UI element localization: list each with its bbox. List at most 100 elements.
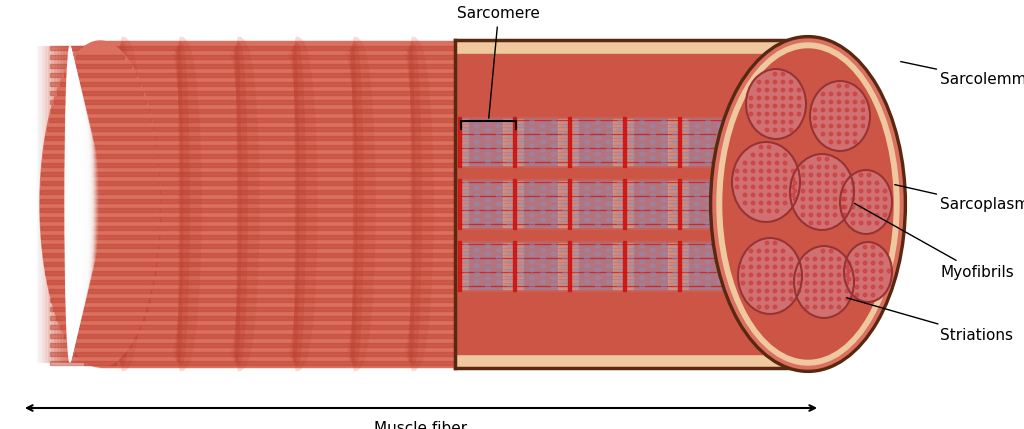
Ellipse shape — [474, 202, 479, 206]
Ellipse shape — [842, 181, 845, 185]
Bar — [45, 271, 155, 275]
Point — [452, 245, 464, 250]
Ellipse shape — [606, 132, 611, 136]
Ellipse shape — [867, 189, 870, 193]
Ellipse shape — [727, 260, 732, 264]
Bar — [99, 46, 101, 362]
Bar — [50, 271, 455, 275]
Bar — [84, 361, 116, 365]
Ellipse shape — [75, 88, 85, 320]
Point — [802, 152, 814, 157]
Bar — [47, 127, 153, 131]
Ellipse shape — [573, 260, 579, 264]
Ellipse shape — [662, 276, 667, 280]
Ellipse shape — [508, 198, 512, 202]
Bar — [71, 46, 72, 362]
Ellipse shape — [851, 221, 855, 225]
Ellipse shape — [738, 218, 743, 222]
Ellipse shape — [783, 169, 786, 173]
Ellipse shape — [765, 80, 769, 84]
Ellipse shape — [790, 297, 793, 301]
Ellipse shape — [508, 160, 512, 164]
Ellipse shape — [552, 268, 556, 272]
Ellipse shape — [829, 305, 833, 309]
Bar — [623, 117, 626, 167]
Bar — [613, 119, 623, 165]
Bar — [39, 46, 40, 362]
Ellipse shape — [761, 272, 766, 276]
Bar — [688, 119, 723, 165]
Ellipse shape — [761, 256, 766, 260]
Bar — [41, 181, 160, 185]
Ellipse shape — [706, 160, 711, 164]
Ellipse shape — [529, 244, 535, 248]
Ellipse shape — [735, 169, 738, 173]
Bar — [455, 82, 808, 86]
Ellipse shape — [782, 264, 787, 268]
Ellipse shape — [838, 297, 841, 301]
Ellipse shape — [794, 252, 799, 256]
Ellipse shape — [884, 189, 887, 193]
Ellipse shape — [863, 277, 866, 281]
Ellipse shape — [761, 202, 766, 206]
Ellipse shape — [573, 222, 579, 226]
Ellipse shape — [727, 252, 732, 256]
Ellipse shape — [741, 265, 744, 269]
Ellipse shape — [761, 124, 766, 128]
Bar — [788, 179, 791, 229]
Ellipse shape — [562, 202, 567, 206]
Ellipse shape — [508, 152, 512, 156]
Ellipse shape — [790, 128, 793, 132]
Ellipse shape — [673, 148, 678, 152]
Bar — [50, 127, 455, 131]
Ellipse shape — [738, 140, 743, 144]
Ellipse shape — [813, 124, 817, 128]
Ellipse shape — [752, 153, 755, 157]
Ellipse shape — [855, 261, 859, 265]
Bar — [50, 325, 455, 329]
Point — [452, 211, 464, 216]
Bar — [455, 199, 808, 203]
Ellipse shape — [738, 202, 743, 206]
Ellipse shape — [759, 153, 763, 157]
Text: Myofibrils: Myofibrils — [854, 203, 1014, 280]
Bar — [48, 46, 49, 362]
Ellipse shape — [735, 185, 738, 189]
Ellipse shape — [518, 256, 523, 260]
Ellipse shape — [825, 157, 828, 161]
Ellipse shape — [585, 264, 590, 268]
Bar — [80, 46, 81, 362]
Ellipse shape — [474, 132, 479, 136]
Ellipse shape — [67, 52, 77, 356]
Ellipse shape — [761, 148, 766, 152]
Ellipse shape — [464, 276, 469, 280]
Ellipse shape — [596, 214, 600, 218]
Bar — [455, 109, 808, 113]
Ellipse shape — [82, 115, 91, 293]
Ellipse shape — [497, 194, 502, 198]
Ellipse shape — [851, 205, 855, 209]
Ellipse shape — [573, 214, 579, 218]
Ellipse shape — [485, 276, 490, 280]
Ellipse shape — [683, 284, 688, 288]
Bar — [455, 235, 808, 239]
Ellipse shape — [562, 256, 567, 260]
Ellipse shape — [838, 281, 841, 285]
Bar — [40, 217, 160, 221]
Ellipse shape — [765, 289, 769, 293]
Bar — [668, 243, 678, 289]
Bar — [71, 46, 73, 362]
Bar — [455, 325, 808, 329]
Ellipse shape — [640, 268, 644, 272]
Point — [802, 266, 814, 271]
Ellipse shape — [775, 177, 778, 181]
Ellipse shape — [650, 140, 655, 144]
Ellipse shape — [72, 76, 82, 332]
Ellipse shape — [474, 264, 479, 268]
Ellipse shape — [829, 140, 833, 144]
Ellipse shape — [758, 120, 761, 124]
Ellipse shape — [485, 252, 490, 256]
Ellipse shape — [867, 181, 870, 185]
Ellipse shape — [794, 144, 799, 148]
Ellipse shape — [529, 222, 535, 226]
